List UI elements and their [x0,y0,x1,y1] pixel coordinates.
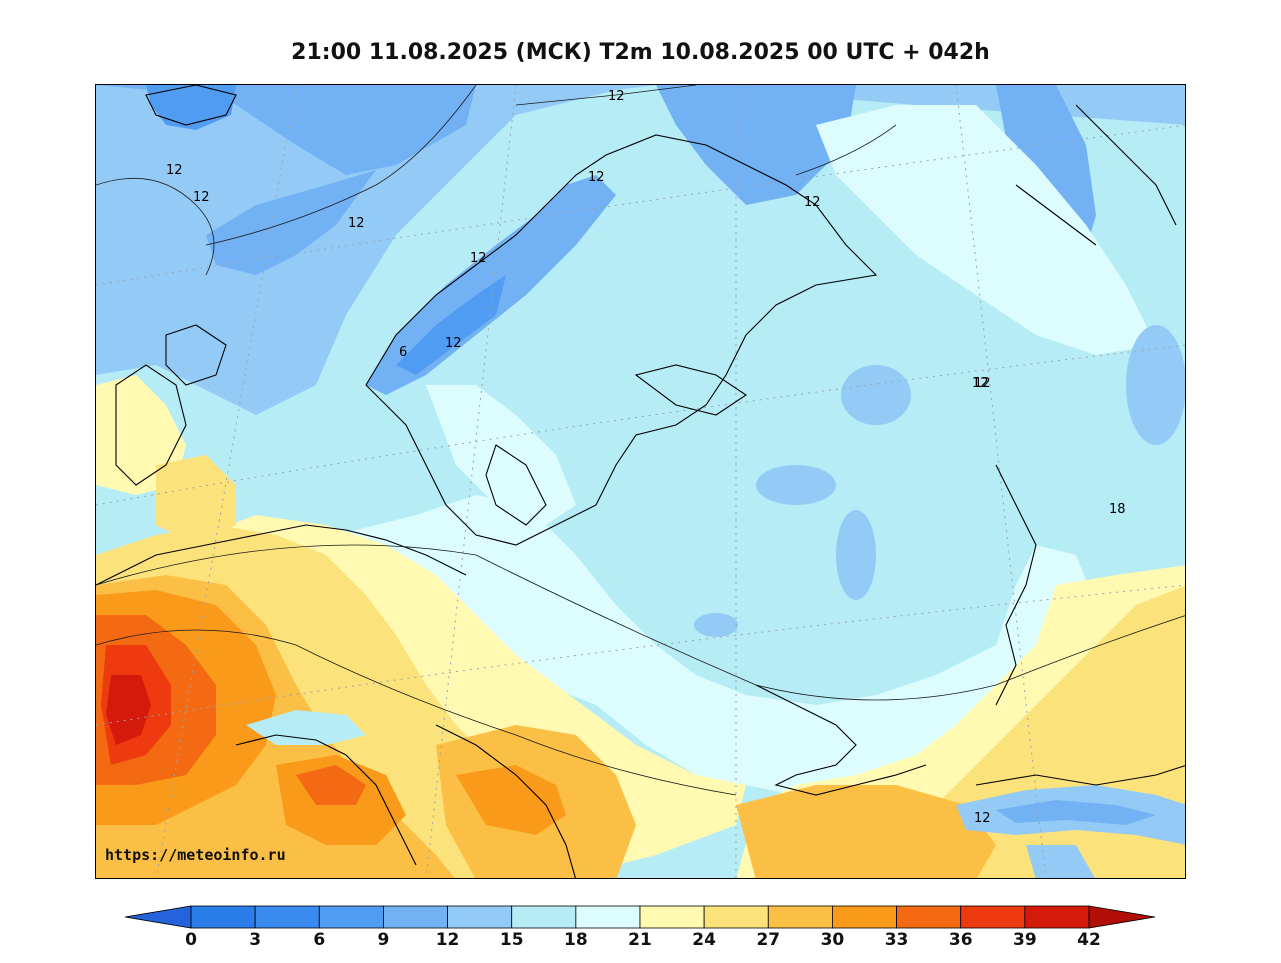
colorbar-segment [767,905,833,929]
field-blob-3 [841,365,911,425]
contour-label: 12 [974,376,991,391]
field-9-12-sea [96,85,476,175]
field-blob-1 [836,510,876,600]
field-39-42-iberia [106,675,151,745]
field-9-12-atlantic [206,170,376,275]
colorbar-segment [703,905,769,929]
field-27-30-turkey [736,785,996,878]
colorbar-tick-label: 42 [1077,930,1101,950]
field-9-12-barents [656,85,856,205]
temperature-map: 12 12 12 12 12 12 12 12 12 6 12 18 12 [95,84,1186,879]
field-12-15-mountains [1026,845,1095,878]
contour-label: 12 [972,376,989,391]
contour-label: 12 [804,195,821,210]
colorbar-tick-label: 30 [820,930,845,950]
contour-label: 18 [1109,502,1126,517]
contour-label: 12 [974,811,991,826]
colorbar-tick-label: 36 [948,930,973,950]
colorbar-tick-label: 6 [313,930,326,950]
field-33-36-italy [296,765,366,805]
contour-label: 12 [470,251,487,266]
colorbar-tick-label: 0 [185,930,197,950]
graticule [96,85,1185,878]
contour-label: 12 [193,190,210,205]
colorbar-segment [383,905,448,929]
colorbar-segment [318,905,384,929]
colorbar-segment [960,905,1026,929]
colorbar-segment [896,905,962,929]
field-30-33-balkans [456,765,566,835]
colorbar-segment [832,905,897,929]
colorbar-segment [447,905,513,929]
contour-label: 12 [608,89,625,104]
colorbar-tick-label: 27 [756,930,781,950]
contour-label: 12 [166,163,183,178]
colorbar-tick-label: 15 [499,930,524,950]
watermark: https://meteoinfo.ru [105,846,286,864]
map-canvas: 12 12 12 12 12 12 12 12 12 6 12 18 12 [96,85,1185,878]
colorbar-segment [190,905,256,929]
colorbar-tick-label: 3 [249,930,262,950]
colorbar-tick-label: 24 [692,930,716,950]
map-title: 21:00 11.08.2025 (МСК) T2m 10.08.2025 00… [291,40,990,65]
colorbar-segment [254,905,320,929]
colorbar-tick-labels: 0 3 6 9 12 15 18 21 24 27 30 33 36 39 42 [0,930,1281,954]
colorbar-tick-label: 39 [1013,930,1037,950]
colorbar-segment [639,905,705,929]
contour-label: 12 [588,170,605,185]
field-18-21-band [276,495,1185,795]
field-blob-4 [1126,325,1185,445]
contour-label: 12 [445,336,462,351]
field-blob-5 [694,613,738,637]
colorbar-segment [1024,905,1090,929]
colorbar-under-arrow [125,905,192,929]
colorbar-segments [190,905,1090,929]
colorbar-tick-label: 9 [377,930,390,950]
field-6-9-norway [396,275,506,375]
contour-lines [96,85,1185,796]
coastlines [96,85,1185,878]
colorbar-tick-label: 12 [435,930,460,950]
colorbar-tick-label: 21 [628,930,652,950]
colorbar-tick-label: 33 [884,930,909,950]
colorbar-tick-label: 18 [564,930,588,950]
colorbar [125,905,1155,929]
field-9-12-caucasus [996,800,1156,825]
field-blob-2 [756,465,836,505]
field-18-21-north [816,105,1156,355]
field-18-21-alps [246,710,366,745]
contour-label: 6 [399,345,407,360]
colorbar-segment [511,905,577,929]
colorbar-over-arrow [1088,905,1155,929]
colorbar-segment [575,905,641,929]
contour-label: 12 [348,216,365,231]
field-24-27-france [156,455,236,545]
